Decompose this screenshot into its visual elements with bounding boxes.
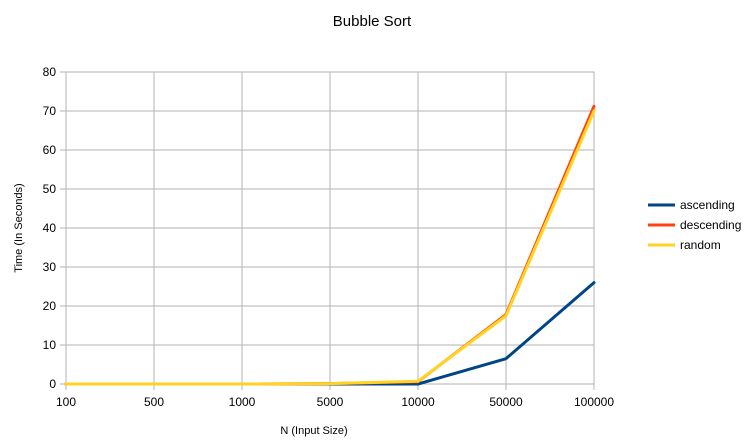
y-tick-label: 80 <box>43 65 57 79</box>
x-tick-label: 5000 <box>317 395 344 409</box>
x-axis-title: N (Input Size) <box>280 425 347 437</box>
y-tick-label: 70 <box>43 104 57 118</box>
y-tick-label: 20 <box>43 299 57 313</box>
x-axis-ticks: 100 500 1000 5000 10000 50000 100000 <box>56 384 614 409</box>
legend-label-ascending: ascending <box>680 198 735 212</box>
legend-label-descending: descending <box>680 218 741 232</box>
x-tick-label: 100 <box>56 395 76 409</box>
y-axis-ticks: 0 10 20 30 40 50 60 70 80 <box>43 65 66 391</box>
series-line-random <box>64 109 596 386</box>
y-tick-label: 30 <box>43 260 57 274</box>
x-tick-label: 10000 <box>401 395 435 409</box>
x-tick-label: 1000 <box>229 395 256 409</box>
y-tick-label: 60 <box>43 143 57 157</box>
y-tick-label: 50 <box>43 182 57 196</box>
legend: ascending descending random <box>648 198 741 252</box>
x-tick-label: 50000 <box>489 395 523 409</box>
series-lines <box>64 104 596 386</box>
x-tick-label: 500 <box>144 395 164 409</box>
y-tick-label: 10 <box>43 338 57 352</box>
grid-lines <box>65 71 595 385</box>
chart-title: Bubble Sort <box>333 13 412 30</box>
x-tick-label: 100000 <box>574 395 614 409</box>
legend-label-random: random <box>680 238 721 252</box>
y-tick-label: 40 <box>43 221 57 235</box>
y-tick-label: 0 <box>49 377 56 391</box>
y-axis-title: Time (In Seconds) <box>13 183 25 272</box>
